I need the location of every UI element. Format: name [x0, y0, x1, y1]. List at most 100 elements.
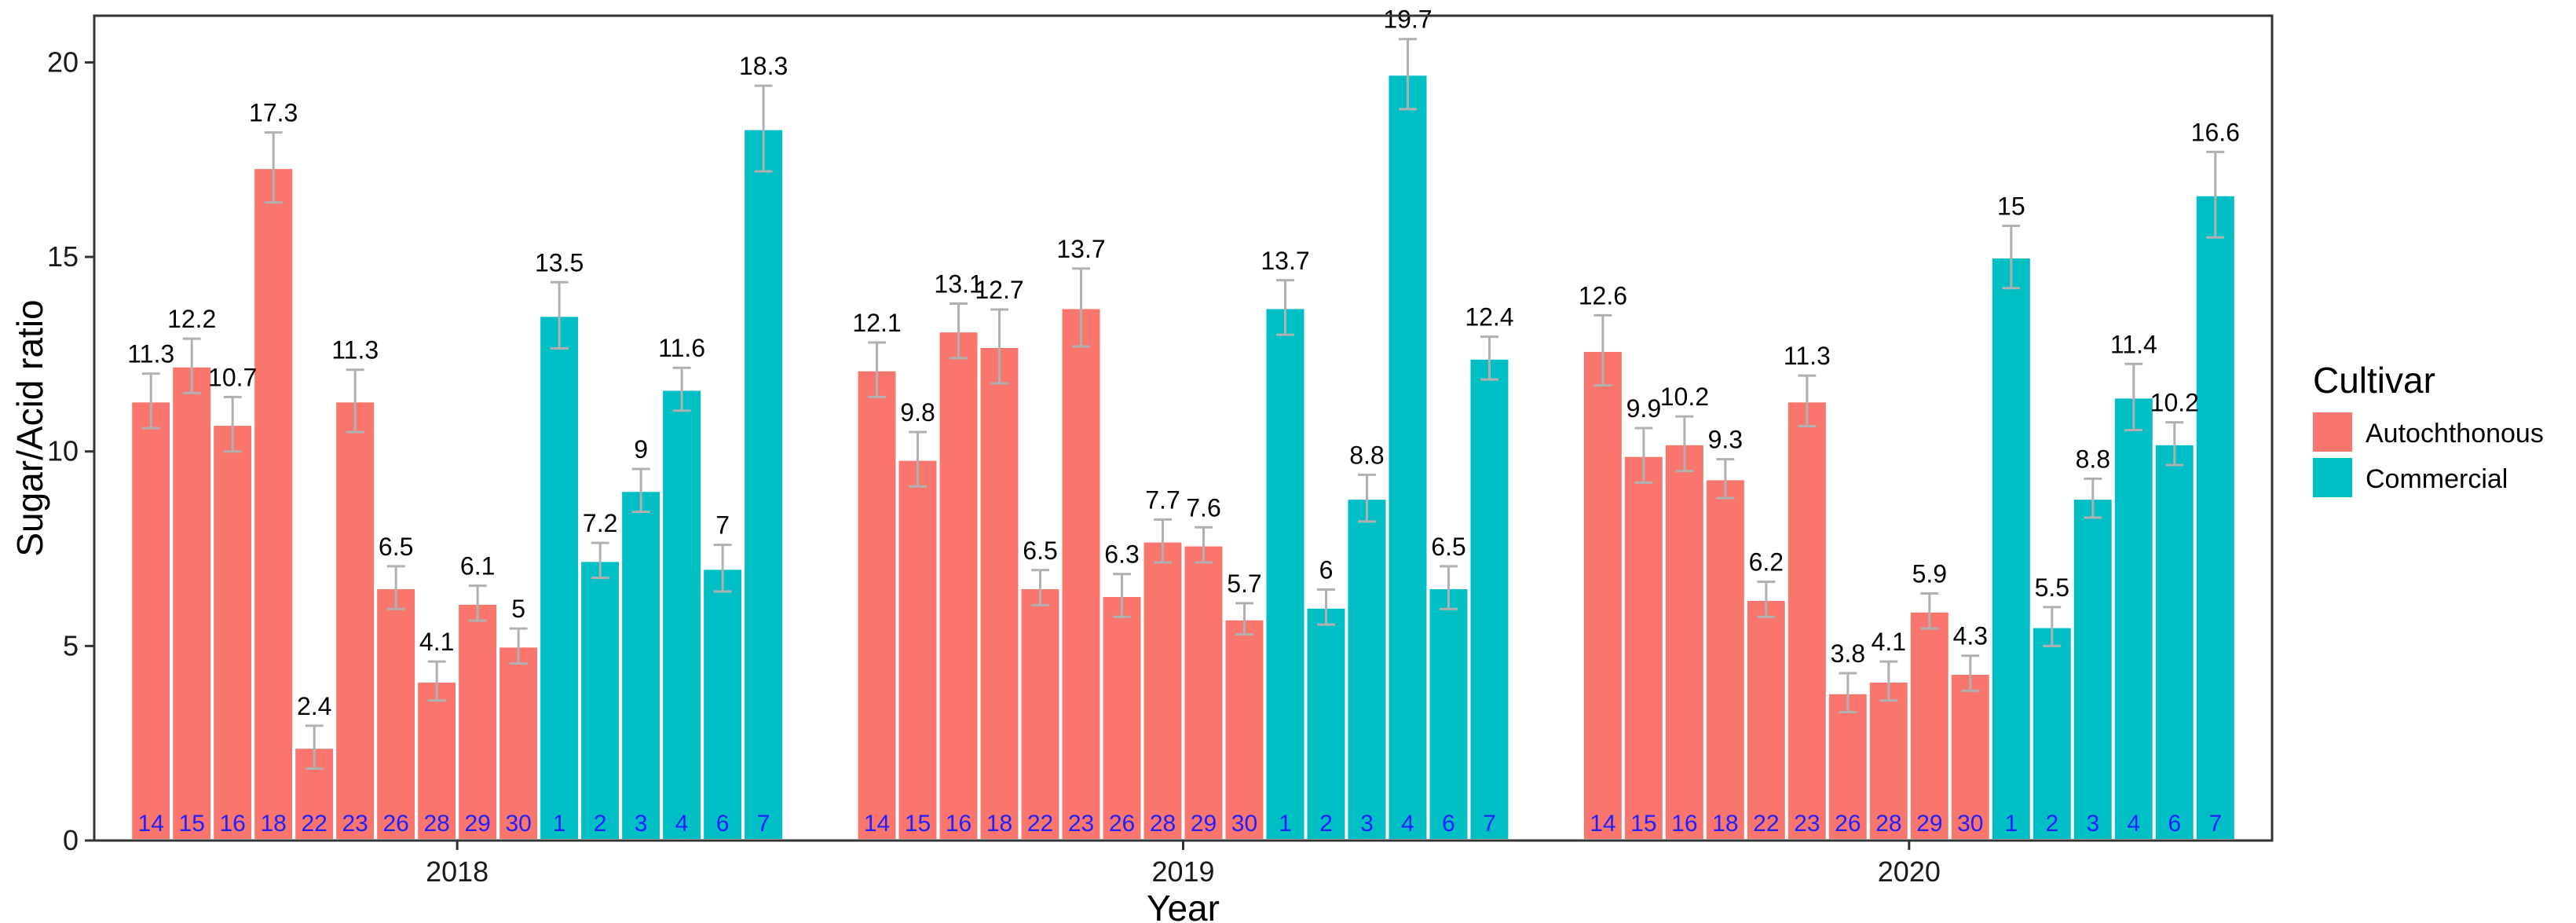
bars-layer [129, 72, 2238, 843]
legend-swatch-commercial [2313, 458, 2352, 497]
bar-2019-4 [1385, 72, 1430, 842]
bar-2019-16 [936, 329, 981, 842]
error-bar-2020-4 [2124, 362, 2143, 431]
error-bar-2018-18 [264, 131, 283, 204]
y-tick-label-0: 0 [63, 824, 79, 856]
error-bar-2018-1 [550, 280, 569, 350]
value-label-2018-14: 11.3 [127, 340, 174, 368]
y-tick-label-15: 15 [47, 240, 79, 273]
bar-2018-1 [537, 313, 582, 842]
value-label-2018-2: 7.2 [583, 509, 617, 537]
cultivar-id-label-2018-23: 23 [342, 811, 368, 837]
error-bar-2020-3 [2084, 477, 2102, 519]
value-label-2019-29: 7.6 [1186, 493, 1220, 522]
x-tick-label-2019: 2019 [1151, 855, 1214, 888]
bar-2019-22 [1018, 586, 1063, 842]
cultivar-id-label-2019-26: 26 [1109, 811, 1135, 837]
cultivar-id-label-2019-4: 4 [1401, 811, 1414, 837]
cultivar-id-label-2018-6: 6 [716, 811, 730, 837]
cultivar-id-label-2020-26: 26 [1835, 811, 1861, 837]
value-label-2019-14: 12.1 [852, 309, 901, 337]
bar-2018-14 [129, 399, 174, 842]
x-tick-label-2020: 2020 [1878, 855, 1941, 888]
error-bar-2020-29 [1920, 592, 1939, 630]
cultivar-id-label-2018-22: 22 [302, 811, 327, 837]
error-bar-2018-6 [713, 544, 732, 593]
value-label-2018-16: 10.7 [208, 363, 257, 391]
x-tick-label-2018: 2018 [426, 855, 488, 888]
y-tick-label-20: 20 [47, 46, 79, 78]
legend-swatch-autochthonous [2313, 412, 2352, 452]
value-label-2018-30: 5 [511, 595, 525, 623]
cultivar-id-label-2019-30: 30 [1231, 811, 1257, 837]
value-label-2019-3: 8.8 [1349, 441, 1384, 469]
value-label-2020-3: 8.8 [2076, 445, 2110, 473]
cultivar-id-label-2019-7: 7 [1483, 811, 1496, 837]
value-label-2020-7: 16.6 [2191, 118, 2240, 146]
value-label-2018-18: 17.3 [249, 99, 298, 127]
error-bar-2018-23 [346, 368, 364, 434]
error-bar-2020-6 [2165, 421, 2184, 467]
cultivar-id-label-2020-18: 18 [1712, 811, 1738, 837]
error-bar-2018-22 [305, 724, 324, 770]
cultivar-id-label-2019-14: 14 [864, 811, 890, 837]
error-bar-2020-28 [1879, 660, 1898, 702]
bar-2018-16 [210, 423, 255, 842]
bar-2020-23 [1784, 399, 1829, 842]
error-bar-2019-3 [1358, 473, 1376, 523]
bar-2019-3 [1345, 496, 1389, 842]
cultivar-id-label-2018-16: 16 [220, 811, 246, 837]
bar-2020-4 [2111, 395, 2156, 842]
x-axis-title: Year [1147, 888, 1220, 923]
cultivar-id-label-2020-14: 14 [1590, 811, 1615, 837]
value-label-2020-16: 10.2 [1660, 383, 1709, 411]
legend: Cultivar Autochthonous Commercial [2313, 360, 2544, 497]
error-bar-2019-18 [990, 308, 1008, 385]
cultivar-id-label-2018-29: 29 [464, 811, 490, 837]
error-bar-2020-26 [1839, 672, 1857, 714]
error-bar-2019-22 [1031, 569, 1049, 606]
error-bar-2018-7 [754, 84, 773, 173]
value-label-2019-26: 6.3 [1104, 540, 1139, 569]
cultivar-id-label-2020-2: 2 [2045, 811, 2058, 837]
bar-2020-7 [2193, 192, 2238, 842]
error-bar-2020-16 [1675, 415, 1694, 472]
plot-border [93, 14, 2274, 842]
cultivar-id-label-2020-29: 29 [1916, 811, 1942, 837]
cultivar-id-label-2018-2: 2 [594, 811, 607, 837]
data-labels-layer: 11.31412.21510.71617.3182.42211.3236.526… [127, 5, 2240, 837]
value-label-2020-6: 10.2 [2150, 389, 2199, 417]
error-bar-2020-2 [2043, 606, 2062, 647]
cultivar-id-label-2018-14: 14 [138, 811, 164, 837]
value-label-2020-22: 6.2 [1749, 548, 1784, 577]
bar-2018-4 [660, 387, 704, 843]
value-label-2019-18: 12.7 [975, 276, 1023, 304]
error-bar-2019-6 [1440, 565, 1458, 610]
bar-2018-6 [701, 566, 745, 842]
cultivar-id-label-2020-7: 7 [2208, 811, 2222, 837]
value-label-2018-23: 11.3 [331, 336, 379, 364]
error-bar-2019-23 [1072, 267, 1090, 348]
cultivar-id-label-2018-1: 1 [553, 811, 566, 837]
error-bar-2019-30 [1235, 602, 1253, 635]
bar-2020-18 [1703, 477, 1747, 842]
bar-2019-29 [1181, 543, 1226, 842]
bar-2018-23 [333, 399, 378, 842]
error-bar-2018-16 [223, 395, 242, 453]
error-bar-2018-28 [427, 660, 446, 702]
bar-2020-1 [1989, 255, 2033, 842]
value-label-2020-26: 3.8 [1831, 639, 1865, 668]
cultivar-id-label-2020-4: 4 [2127, 811, 2140, 837]
error-bar-2020-30 [1961, 654, 1980, 692]
bar-2019-28 [1140, 539, 1185, 842]
cultivar-id-label-2019-22: 22 [1027, 811, 1053, 837]
value-label-2020-23: 11.3 [1784, 342, 1831, 370]
error-bar-2020-1 [2002, 224, 2021, 290]
cultivar-id-label-2019-18: 18 [986, 811, 1012, 837]
error-bar-2019-2 [1317, 588, 1335, 626]
value-label-2018-15: 12.2 [167, 305, 216, 333]
bar-2018-3 [619, 489, 664, 843]
bar-2020-29 [1907, 609, 1952, 842]
